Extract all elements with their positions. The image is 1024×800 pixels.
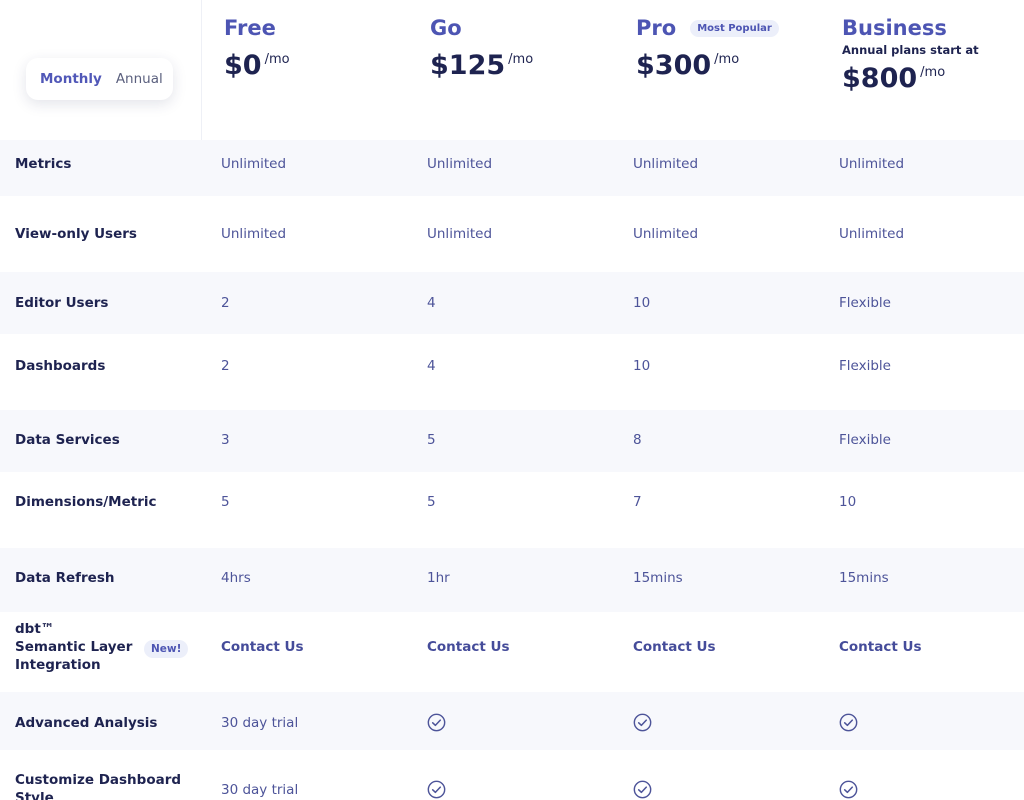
table-row: Metrics Unlimited Unlimited Unlimited Un… xyxy=(0,140,1024,196)
table-cell: Unlimited xyxy=(221,226,287,242)
feature-label-line: Semantic Layer xyxy=(15,639,133,655)
table-row: View-only Users Unlimited Unlimited Unli… xyxy=(0,196,1024,272)
table-cell: 7 xyxy=(633,494,642,510)
plan-name-text: Pro xyxy=(636,16,677,40)
table-row: Dimensions/Metric 5 5 7 10 xyxy=(0,472,1024,548)
check-circle-icon xyxy=(633,780,652,799)
feature-label: View-only Users xyxy=(15,226,137,242)
table-cell: 2 xyxy=(221,358,230,374)
check-circle-icon xyxy=(427,780,446,799)
table-row: dbt™ Semantic Layer Integration New! Con… xyxy=(0,612,1024,692)
plan-name: Business xyxy=(842,16,947,40)
price-period: /mo xyxy=(714,52,740,67)
table-row: Dashboards 2 4 10 Flexible xyxy=(0,334,1024,410)
price-period: /mo xyxy=(508,52,534,67)
check-circle-icon xyxy=(839,780,858,799)
table-cell: 30 day trial xyxy=(221,782,299,798)
feature-label: Metrics xyxy=(15,156,72,172)
plan-price: $125 /mo xyxy=(430,50,533,81)
table-cell: 8 xyxy=(633,432,642,448)
table-cell: 30 day trial xyxy=(221,715,299,731)
feature-label-line: Integration xyxy=(15,657,101,673)
feature-label: Dimensions/Metric xyxy=(15,494,157,510)
table-cell: 4 xyxy=(427,358,436,374)
price-period: /mo xyxy=(264,52,290,67)
table-cell: 10 xyxy=(633,295,651,311)
table-row: Data Services 3 5 8 Flexible xyxy=(0,410,1024,472)
table-cell: Unlimited xyxy=(633,156,699,172)
pricing-header: Monthly Annual Free $0 /mo Go $125 /mo P… xyxy=(0,0,1024,140)
table-cell: Flexible xyxy=(839,358,891,374)
price-amount: $300 xyxy=(636,50,712,81)
monthly-option[interactable]: Monthly xyxy=(40,71,102,87)
check-circle-icon xyxy=(633,713,652,732)
billing-period-toggle[interactable]: Monthly Annual xyxy=(26,58,173,100)
contact-us-link[interactable]: Contact Us xyxy=(633,639,716,655)
price-period: /mo xyxy=(920,65,946,80)
feature-label-line: dbt™ xyxy=(15,621,55,637)
table-cell: 2 xyxy=(221,295,230,311)
table-cell: Flexible xyxy=(839,295,891,311)
plan-price: $800 /mo xyxy=(842,63,979,94)
plan-free: Free $0 /mo xyxy=(224,16,290,81)
table-cell: 15mins xyxy=(633,570,683,586)
feature-label: dbt™ Semantic Layer Integration xyxy=(15,620,132,674)
plan-name: Go xyxy=(430,16,462,40)
table-cell: 5 xyxy=(427,494,436,510)
plan-business: Business Annual plans start at $800 /mo xyxy=(842,16,979,94)
table-cell: Unlimited xyxy=(839,156,905,172)
plan-price: $0 /mo xyxy=(224,50,290,81)
table-cell: 15mins xyxy=(839,570,889,586)
most-popular-badge: Most Popular xyxy=(690,19,779,37)
table-cell: Unlimited xyxy=(427,226,493,242)
table-row: Customize Dashboard Style 30 day trial xyxy=(0,750,1024,800)
contact-us-link[interactable]: Contact Us xyxy=(839,639,922,655)
price-amount: $800 xyxy=(842,63,918,94)
feature-label: Data Services xyxy=(15,432,120,448)
table-cell: 5 xyxy=(427,432,436,448)
plan-name: Pro Most Popular xyxy=(636,16,779,40)
table-cell: 5 xyxy=(221,494,230,510)
table-cell: Flexible xyxy=(839,432,891,448)
table-row: Editor Users 2 4 10 Flexible xyxy=(0,272,1024,334)
table-cell: 4 xyxy=(427,295,436,311)
check-circle-icon xyxy=(839,713,858,732)
annual-option[interactable]: Annual xyxy=(115,71,163,87)
table-cell: 3 xyxy=(221,432,230,448)
plan-price: $300 /mo xyxy=(636,50,779,81)
table-cell: 10 xyxy=(633,358,651,374)
table-row: Advanced Analysis 30 day trial xyxy=(0,692,1024,750)
plan-go: Go $125 /mo xyxy=(430,16,533,81)
plan-pro: Pro Most Popular $300 /mo xyxy=(636,16,779,81)
price-amount: $125 xyxy=(430,50,506,81)
table-row: Data Refresh 4hrs 1hr 15mins 15mins xyxy=(0,548,1024,612)
feature-label: Advanced Analysis xyxy=(15,715,158,731)
plan-note: Annual plans start at xyxy=(842,43,979,57)
feature-comparison-table: Metrics Unlimited Unlimited Unlimited Un… xyxy=(0,140,1024,800)
new-badge: New! xyxy=(144,640,189,658)
billing-toggle-cell: Monthly Annual xyxy=(0,0,202,140)
contact-us-link[interactable]: Contact Us xyxy=(221,639,304,655)
plan-name: Free xyxy=(224,16,276,40)
table-cell: Unlimited xyxy=(633,226,699,242)
feature-label-line: Style xyxy=(15,790,54,800)
table-cell: Unlimited xyxy=(839,226,905,242)
table-cell: Unlimited xyxy=(427,156,493,172)
feature-label: Data Refresh xyxy=(15,570,115,586)
table-cell: 10 xyxy=(839,494,857,510)
feature-label: Customize Dashboard Style xyxy=(15,771,181,800)
contact-us-link[interactable]: Contact Us xyxy=(427,639,510,655)
check-circle-icon xyxy=(427,713,446,732)
feature-label-line: Customize Dashboard xyxy=(15,772,182,788)
table-cell: 1hr xyxy=(427,570,450,586)
feature-label: Dashboards xyxy=(15,358,106,374)
feature-label: Editor Users xyxy=(15,295,109,311)
table-cell: Unlimited xyxy=(221,156,287,172)
price-amount: $0 xyxy=(224,50,262,81)
table-cell: 4hrs xyxy=(221,570,251,586)
